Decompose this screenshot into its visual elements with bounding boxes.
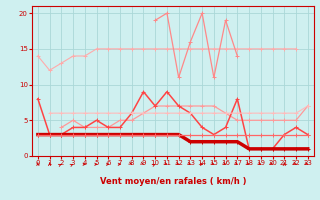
X-axis label: Vent moyen/en rafales ( km/h ): Vent moyen/en rafales ( km/h ) xyxy=(100,177,246,186)
